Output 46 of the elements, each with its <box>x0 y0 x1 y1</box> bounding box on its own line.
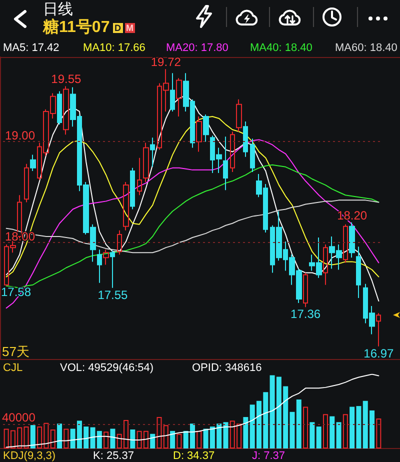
bar <box>170 430 176 448</box>
text: VOL: 49529(46:54) <box>60 362 154 374</box>
bar <box>110 428 116 448</box>
bar <box>376 418 382 448</box>
text: K: 25.37 <box>93 450 134 462</box>
bar <box>130 429 136 448</box>
bar <box>176 434 182 448</box>
text: J: 7.37 <box>252 450 286 462</box>
text: MA60: 18.40 <box>335 42 398 54</box>
bar <box>336 422 342 448</box>
bar <box>104 432 109 448</box>
annotation: 40000 <box>2 410 36 424</box>
annotation: 19.55 <box>51 72 82 86</box>
text: MA20: 17.80 <box>166 42 228 54</box>
text: D: 34.37 <box>173 450 215 462</box>
text: OPID: 348616 <box>192 362 262 374</box>
annotation: 57天 <box>2 344 30 359</box>
bar <box>330 416 335 448</box>
letter-badge: M <box>124 23 135 33</box>
text: MA5: 17.42 <box>3 42 60 54</box>
bar <box>24 426 29 448</box>
bar <box>30 425 36 448</box>
bar <box>50 429 56 448</box>
annotation: 17.36 <box>290 307 321 322</box>
bar <box>342 414 348 448</box>
bar <box>316 426 322 448</box>
text: KDJ(9,3,3) <box>3 450 56 462</box>
y-tick-label: 19.00 <box>5 128 36 143</box>
chart-title: 糖11号07 <box>43 19 110 37</box>
bar <box>243 417 248 448</box>
annotation: 17.55 <box>98 288 128 302</box>
text: MA40: 18.40 <box>250 42 312 54</box>
letter-badge: D <box>112 23 123 33</box>
bar <box>150 434 156 448</box>
chart-title: CJL <box>3 362 23 374</box>
bar <box>322 414 328 448</box>
chart-subtitle: 日线 <box>43 1 73 18</box>
bar <box>310 422 315 448</box>
bar <box>303 406 308 448</box>
bar <box>196 430 202 448</box>
bar <box>57 424 62 448</box>
text: MA10: 17.66 <box>83 42 146 54</box>
bar <box>296 399 302 448</box>
annotation: 19.72 <box>150 55 182 70</box>
annotation: 16.97 <box>364 346 394 360</box>
bar <box>64 428 69 448</box>
